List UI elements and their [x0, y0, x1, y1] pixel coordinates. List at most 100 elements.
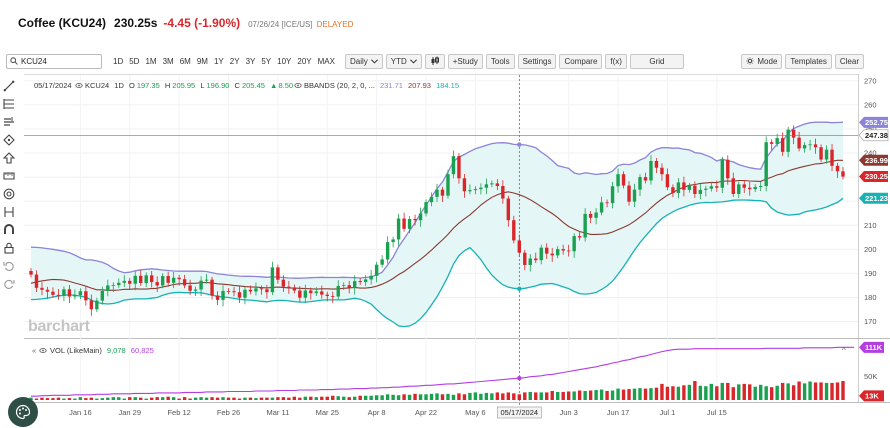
trendline-tool[interactable]: [2, 78, 16, 94]
x-tick-label: Jul 1: [660, 408, 676, 417]
text-tool[interactable]: [2, 114, 16, 130]
symbol-search[interactable]: [6, 53, 102, 69]
add-study-button[interactable]: +Study: [447, 53, 483, 69]
symbol-input[interactable]: [21, 56, 97, 66]
volume-bar: [660, 383, 664, 400]
measure-tool[interactable]: [2, 168, 16, 184]
candle: [287, 280, 291, 294]
y-tick-260: 260: [864, 100, 877, 109]
range-5d[interactable]: 5D: [129, 56, 140, 66]
volume-bar: [298, 397, 302, 400]
candle: [687, 182, 692, 193]
volume-bar: [671, 386, 675, 400]
mode-button[interactable]: Mode: [741, 53, 783, 69]
text-lines-icon: [4, 117, 14, 126]
svg-text:BBANDS (20, 2, 0, ...: BBANDS (20, 2, 0, ... 231.71 207.93 184.…: [304, 81, 459, 90]
candle: [254, 282, 258, 296]
price-change: -4.45 (-1.90%): [163, 16, 241, 30]
volume-bar: [780, 382, 785, 400]
candle: [358, 278, 362, 285]
search-icon: [10, 57, 18, 65]
price-chart[interactable]: 170180190200210220230240250260270252.752…: [0, 74, 890, 428]
range-20y[interactable]: 20Y: [297, 56, 312, 66]
range-6m[interactable]: 6M: [179, 56, 191, 66]
range-1d[interactable]: 1D: [113, 56, 124, 66]
x-tick-label: Apr 8: [368, 408, 386, 417]
range-max[interactable]: MAX: [317, 56, 335, 66]
pitchfork-tool[interactable]: [2, 204, 16, 220]
x-tick-label: Mar 25: [316, 408, 339, 417]
templates-button[interactable]: Templates: [785, 53, 832, 69]
arrow-up-icon: [3, 152, 15, 164]
volume-bar: [166, 396, 170, 400]
volume-bar: [95, 398, 99, 400]
palette-icon: [15, 404, 31, 420]
volume-bar: [720, 382, 724, 400]
candle: [215, 291, 220, 306]
range-5y[interactable]: 5Y: [261, 56, 272, 66]
magnet-icon: [4, 224, 14, 234]
undo-button[interactable]: [2, 258, 16, 274]
interval-select[interactable]: Daily: [344, 53, 383, 69]
candle: [742, 180, 746, 193]
period-select[interactable]: YTD: [385, 53, 422, 69]
shape-tool[interactable]: [2, 132, 16, 148]
eye-icon[interactable]: [75, 83, 83, 88]
volume-bar: [144, 398, 148, 400]
legend-open: 197.35: [137, 81, 160, 90]
volume-bar: [111, 397, 115, 400]
candle: [512, 215, 516, 244]
range-2y[interactable]: 2Y: [229, 56, 240, 66]
arrow-tool[interactable]: [2, 150, 16, 166]
grid-button[interactable]: Grid: [629, 53, 684, 69]
volume-bar: [314, 397, 318, 400]
range-1m[interactable]: 1M: [145, 56, 157, 66]
eye-icon[interactable]: [294, 83, 302, 88]
range-10y[interactable]: 10Y: [277, 56, 292, 66]
volume-bar: [407, 394, 412, 400]
volume-bar: [320, 396, 324, 400]
range-3m[interactable]: 3M: [162, 56, 174, 66]
candle: [139, 270, 143, 286]
volume-bars: [29, 381, 845, 400]
delayed-badge: DELAYED: [316, 20, 354, 29]
fx-button[interactable]: f(x): [605, 53, 627, 69]
lock-tool[interactable]: [2, 240, 16, 256]
candle: [824, 145, 829, 164]
tools-button[interactable]: Tools: [485, 53, 515, 69]
range-3y[interactable]: 3Y: [245, 56, 256, 66]
theme-palette-button[interactable]: [8, 397, 38, 427]
range-9m[interactable]: 9M: [196, 56, 208, 66]
bar-type-button[interactable]: [424, 53, 445, 69]
settings-button[interactable]: Settings: [517, 53, 557, 69]
redo-button[interactable]: [2, 276, 16, 292]
target-tool[interactable]: [2, 186, 16, 202]
volume-ma-line: [31, 346, 854, 397]
candle: [528, 254, 532, 272]
compare-button[interactable]: Compare: [559, 53, 603, 69]
volume-bar: [237, 398, 242, 400]
y-tick-270: 270: [864, 76, 877, 85]
eye-icon[interactable]: [39, 348, 47, 353]
clear-button[interactable]: Clear: [834, 53, 864, 69]
magnet-tool[interactable]: [2, 222, 16, 238]
volume-bar: [188, 398, 192, 400]
x-tick-label: Jun 17: [607, 408, 630, 417]
price-tag: 236.99: [865, 156, 888, 165]
candle: [802, 142, 807, 153]
volume-bar: [797, 381, 801, 400]
volume-bar: [479, 393, 483, 400]
candlesticks: [29, 125, 845, 316]
volume-bar: [248, 397, 253, 400]
volume-bar: [139, 397, 143, 400]
collapse-pane-icon[interactable]: ^: [842, 346, 846, 355]
legend-band-middle: 207.93: [408, 81, 431, 90]
legend-low: 196.90: [207, 81, 230, 90]
range-1y[interactable]: 1Y: [213, 56, 224, 66]
volume-bar: [566, 391, 571, 400]
volume-legend: « VOL (LikeMain) 9,078 60,825 ^: [32, 346, 846, 355]
volume-legend-value: 9,078: [107, 346, 126, 355]
fibonacci-tool[interactable]: [2, 96, 16, 112]
volume-bar: [67, 398, 72, 400]
